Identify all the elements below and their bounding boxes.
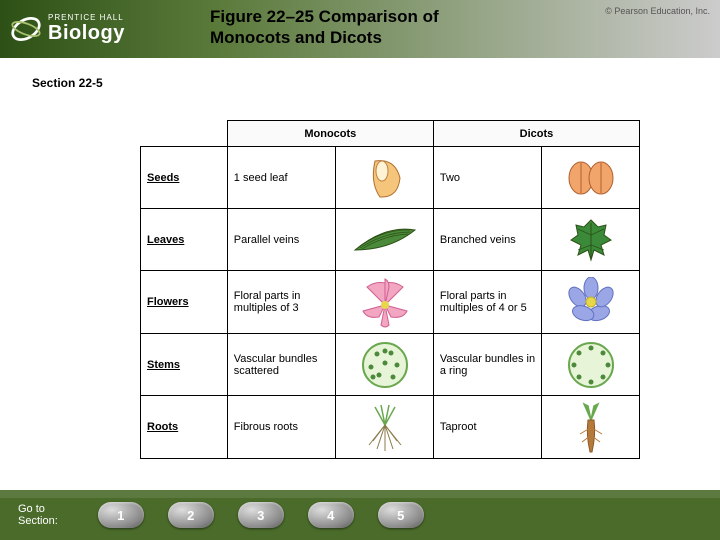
brand-top-text: PRENTICE HALL [48,13,125,22]
row-label-leaves: Leaves [141,209,228,271]
brand-main-text: Biology [48,22,125,45]
col-header-dicots: Dicots [433,121,639,147]
monocot-root-desc: Fibrous roots [227,396,335,459]
nav-button-3[interactable]: 3 [238,502,284,528]
biology-swoosh-icon [8,11,44,47]
copyright-text: © Pearson Education, Inc. [605,6,710,16]
dicot-stem-icon [542,334,640,396]
monocot-root-icon [336,396,434,459]
nav-button-5[interactable]: 5 [378,502,424,528]
table-row: Stems Vascular bundles scattered Vascula… [141,334,640,396]
section-label: Section 22-5 [32,76,103,90]
row-label-seeds: Seeds [141,147,228,209]
table-row: Flowers Floral parts in multiples of 3 F… [141,271,640,334]
dicot-stem-desc: Vascular bundles in a ring [433,334,541,396]
dicot-seed-desc: Two [433,147,541,209]
row-label-stems: Stems [141,334,228,396]
nav-button-4[interactable]: 4 [308,502,354,528]
brand-logo: PRENTICE HALL Biology [0,11,125,47]
table-corner-cell [141,121,228,147]
nav-button-2[interactable]: 2 [168,502,214,528]
header-bar: PRENTICE HALL Biology Figure 22–25 Compa… [0,0,720,58]
monocot-seed-desc: 1 seed leaf [227,147,335,209]
dicot-root-icon [542,396,640,459]
dicot-flower-desc: Floral parts in multiples of 4 or 5 [433,271,541,334]
dicot-flower-icon [542,271,640,334]
col-header-monocots: Monocots [227,121,433,147]
goto-line-1: Go to [18,503,58,515]
nav-buttons: 1 2 3 4 5 [98,502,424,528]
monocot-leaf-desc: Parallel veins [227,209,335,271]
table-row: Leaves Parallel veins Branched veins [141,209,640,271]
title-line-1: Figure 22–25 Comparison of [210,6,439,27]
monocot-flower-desc: Floral parts in multiples of 3 [227,271,335,334]
goto-line-2: Section: [18,515,58,527]
row-label-roots: Roots [141,396,228,459]
title-line-2: Monocots and Dicots [210,27,439,48]
monocot-seed-icon [336,147,434,209]
table-row: Seeds 1 seed leaf Two [141,147,640,209]
monocot-stem-desc: Vascular bundles scattered [227,334,335,396]
dicot-root-desc: Taproot [433,396,541,459]
row-label-flowers: Flowers [141,271,228,334]
dicot-leaf-icon [542,209,640,271]
page-title: Figure 22–25 Comparison of Monocots and … [210,6,439,49]
nav-button-1[interactable]: 1 [98,502,144,528]
monocot-flower-icon [336,271,434,334]
monocot-leaf-icon [336,209,434,271]
comparison-table: Monocots Dicots Seeds 1 seed leaf Two [140,120,640,459]
goto-label: Go to Section: [18,503,58,527]
dicot-seed-icon [542,147,640,209]
dicot-leaf-desc: Branched veins [433,209,541,271]
table-row: Roots Fibrous roots Taproot [141,396,640,459]
footer-bar: Go to Section: 1 2 3 4 5 [0,490,720,540]
table-header-row: Monocots Dicots [141,121,640,147]
monocot-stem-icon [336,334,434,396]
